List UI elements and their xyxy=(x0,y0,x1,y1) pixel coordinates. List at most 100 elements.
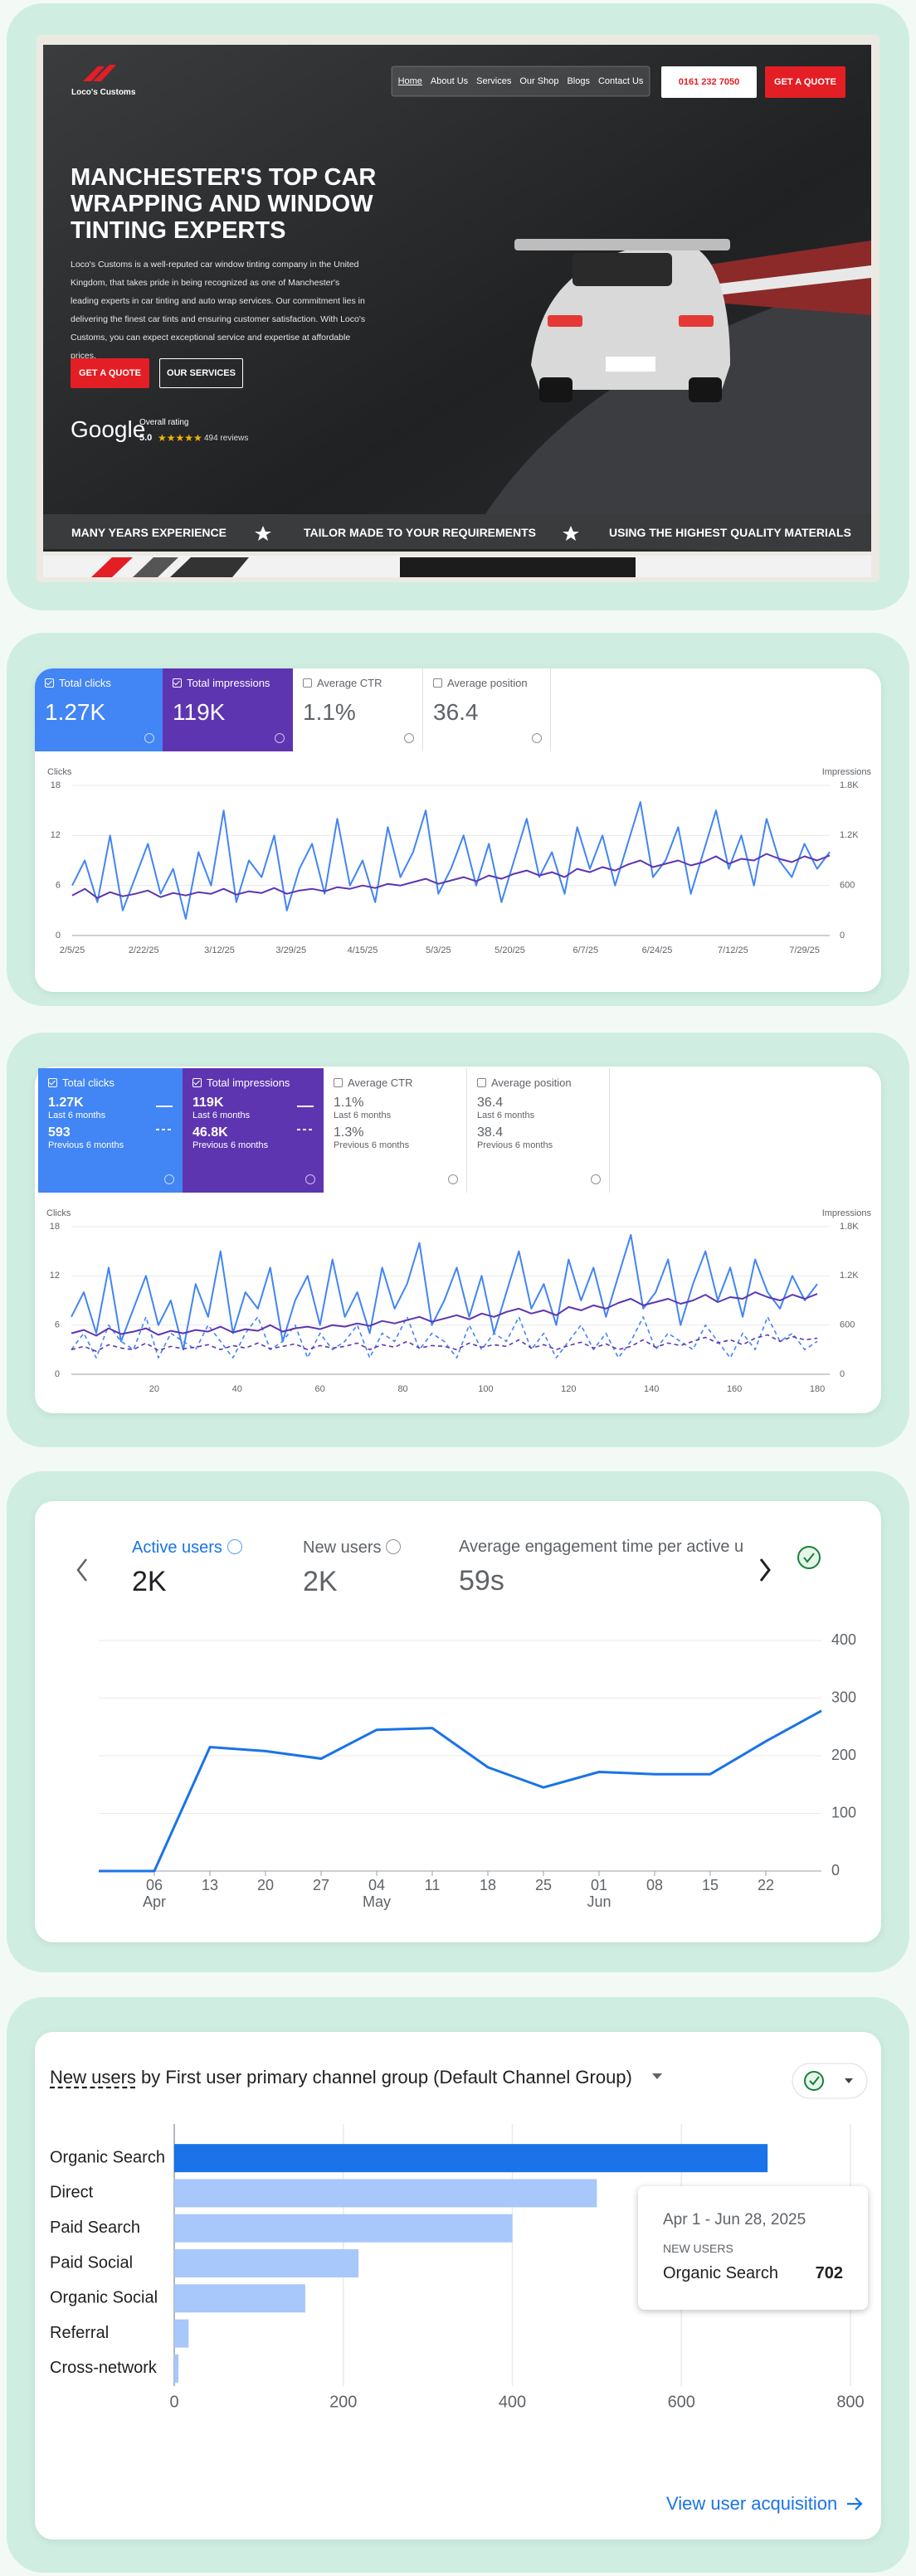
banner-text: USING THE HIGHEST QUALITY MATERIALS xyxy=(609,526,851,539)
metric-value: 1.3% xyxy=(334,1125,364,1140)
line-sample xyxy=(156,1106,173,1130)
rating: 5.0 xyxy=(139,433,153,443)
x-tick-label: 18 xyxy=(480,1877,496,1893)
cta-button[interactable]: OUR SERVICES xyxy=(159,358,243,388)
logo-icon xyxy=(83,65,116,81)
tab[interactable]: Active users 2K xyxy=(132,1538,242,1598)
nav-link[interactable]: Services xyxy=(476,76,512,86)
tab[interactable]: New users 2K xyxy=(303,1538,402,1598)
y2-axis-label: Impressions xyxy=(822,767,872,777)
metric-label: Total impressions xyxy=(207,1077,290,1089)
x-tick-label: 6/7/25 xyxy=(573,945,599,955)
hero-image xyxy=(43,45,871,552)
tab-label: Active users xyxy=(132,1538,222,1557)
cta-button[interactable]: GET A QUOTE xyxy=(71,358,149,388)
bar xyxy=(174,2249,359,2277)
title-metric[interactable]: New users xyxy=(50,2067,136,2088)
nav: Home About Us Services Our Shop Blogs Co… xyxy=(392,66,650,96)
category-label: Organic Social xyxy=(50,2289,158,2307)
metric-card[interactable]: Average position 36.4 xyxy=(423,668,551,751)
metric-card[interactable]: Average position 36.4 Last 6 months 38.4… xyxy=(467,1068,610,1193)
y2-tick-label: 1.2K xyxy=(840,830,859,840)
metric-value: 1.27K xyxy=(48,1096,84,1110)
rating-label: Overall rating xyxy=(139,418,189,427)
phone-button[interactable]: 0161 232 7050 xyxy=(661,66,757,98)
y-tick-label: 300 xyxy=(831,1689,856,1705)
series-line xyxy=(71,1233,818,1351)
metric-card[interactable]: Total impressions 119K xyxy=(163,668,293,751)
metric-card[interactable]: Total clicks 1.27K Last 6 months 593 Pre… xyxy=(38,1068,183,1193)
category-label: Organic Search xyxy=(50,2148,165,2166)
metric-value: 46.8K xyxy=(192,1125,228,1140)
nav-link[interactable]: Home xyxy=(397,76,422,86)
x-tick-label: 5/3/25 xyxy=(426,945,451,955)
series-line xyxy=(71,1291,818,1337)
title-rest: by First user primary channel group (Def… xyxy=(141,2067,632,2088)
bar xyxy=(174,2354,179,2383)
period: Previous 6 months xyxy=(477,1140,553,1150)
metric-value: 593 xyxy=(48,1125,71,1140)
check-mark xyxy=(809,2076,820,2086)
metric-value: 38.4 xyxy=(477,1125,504,1140)
tab[interactable]: Average engagement time per active u 59s xyxy=(459,1538,745,1597)
x-tick-label: 20 xyxy=(257,1877,274,1893)
link-text[interactable]: View user acquisition xyxy=(666,2493,838,2514)
y-tick-label: 18 xyxy=(50,1222,60,1232)
nav-link[interactable]: Contact Us xyxy=(597,76,644,86)
category-label: Paid Social xyxy=(50,2253,133,2272)
tab-value: 2K xyxy=(132,1566,167,1597)
metric-label: Average CTR xyxy=(348,1077,413,1089)
y2-tick-label: 1.8K xyxy=(840,1222,859,1232)
metric-card[interactable]: Total impressions 119K Last 6 months 46.… xyxy=(183,1068,324,1193)
link[interactable]: View user acquisition xyxy=(666,2493,864,2515)
x-tick-label: 800 xyxy=(836,2393,864,2411)
bar xyxy=(174,2319,189,2348)
x-tick-label: 01 xyxy=(591,1877,607,1893)
y2-tick-label: 0 xyxy=(840,931,845,940)
period: Previous 6 months xyxy=(334,1140,410,1150)
tab-value: 2K xyxy=(303,1566,338,1597)
compare-chip[interactable] xyxy=(792,2063,868,2099)
chevron-right[interactable] xyxy=(759,1558,771,1582)
y2-tick-label: 0 xyxy=(840,1369,845,1379)
metric-card[interactable]: Average CTR 1.1% Last 6 months 1.3% Prev… xyxy=(324,1068,467,1193)
x-tick-label: 200 xyxy=(329,2393,357,2411)
tooltip: Apr 1 - Jun 28, 2025 New users Organic S… xyxy=(638,2186,868,2310)
y-tick-label: 200 xyxy=(831,1747,856,1763)
y2-tick-label: 600 xyxy=(840,1320,855,1330)
nav-link[interactable]: Blogs xyxy=(567,76,590,86)
x-tick-label: 04 xyxy=(368,1877,385,1893)
banner-text: TAILOR MADE TO YOUR REQUIREMENTS xyxy=(304,526,537,539)
x-tick-label: 100 xyxy=(478,1384,493,1394)
series-line xyxy=(71,1316,818,1358)
title-dropdown[interactable] xyxy=(652,2073,662,2079)
x-tick-label: 2/5/25 xyxy=(60,945,85,955)
nav-link[interactable]: Our Shop xyxy=(519,76,559,86)
dropdown-icon[interactable] xyxy=(845,2078,853,2083)
y2-tick-label: 600 xyxy=(840,881,855,891)
y-tick-label: 0 xyxy=(55,1369,60,1379)
x-month-label: May xyxy=(363,1893,391,1910)
chevron-left[interactable] xyxy=(76,1558,87,1582)
x-tick-label: 60 xyxy=(315,1384,325,1394)
period: Last 6 months xyxy=(48,1111,106,1120)
reviews: 494 reviews xyxy=(204,434,249,443)
y2-tick-label: 1.8K xyxy=(840,780,859,790)
x-tick-label: 40 xyxy=(232,1384,242,1394)
metric-label: Total clicks xyxy=(59,677,111,689)
check-mark xyxy=(803,1553,815,1563)
chart-title: New users by First user primary channel … xyxy=(50,2067,632,2088)
nav-link[interactable]: About Us xyxy=(430,76,469,86)
x-tick-label: 08 xyxy=(646,1877,663,1893)
metric-card[interactable]: Total clicks 1.27K xyxy=(35,668,163,751)
check-icon xyxy=(804,2071,824,2091)
metric-value: 36.4 xyxy=(433,699,479,725)
metric-value: 1.1% xyxy=(334,1096,364,1110)
y-tick-label: 400 xyxy=(831,1631,856,1648)
x-tick-label: 120 xyxy=(561,1384,576,1394)
banner-text: MANY YEARS EXPERIENCE xyxy=(71,526,227,539)
x-tick-label: 400 xyxy=(499,2393,526,2411)
quote-button[interactable]: GET A QUOTE xyxy=(765,66,845,98)
metric-card[interactable]: Average CTR 1.1% xyxy=(293,668,423,751)
paragraph: Loco's Customs is a well-reputed car win… xyxy=(71,260,366,361)
